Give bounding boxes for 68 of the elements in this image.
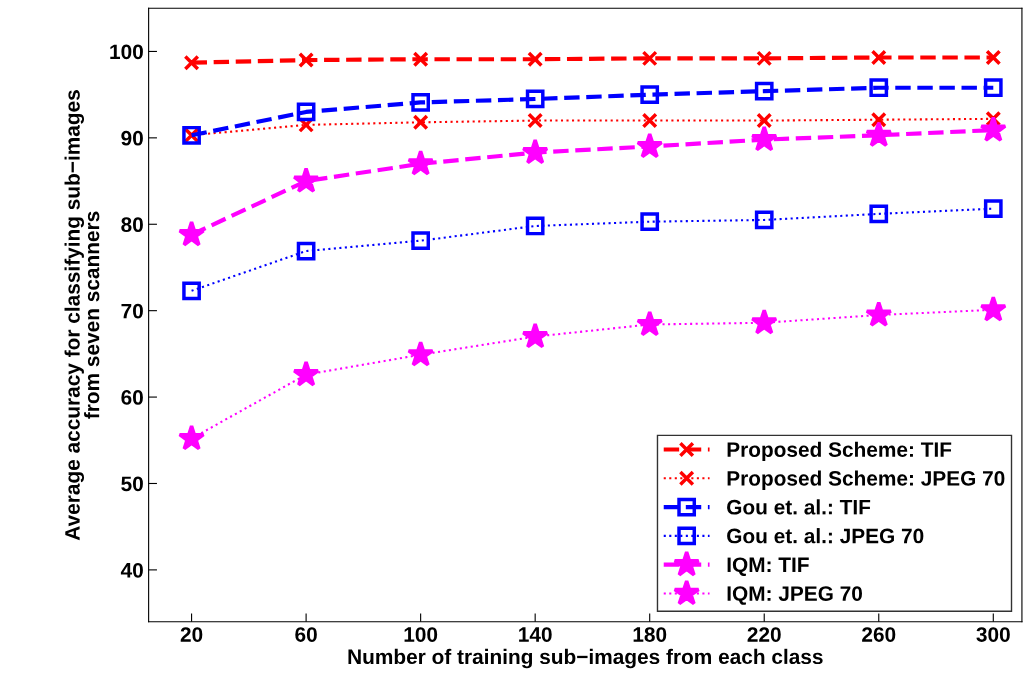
point	[983, 199, 1003, 219]
x-axis-title: Number of training sub−images from each class	[348, 648, 823, 669]
point	[640, 85, 660, 105]
point	[754, 81, 774, 101]
point	[177, 424, 206, 451]
point	[296, 241, 316, 261]
point	[177, 220, 206, 247]
x-tick-label: 220	[747, 627, 781, 642]
x-tick-label: 180	[633, 627, 667, 642]
point	[870, 111, 887, 128]
point	[865, 121, 893, 148]
point	[750, 308, 778, 335]
legend-label: IQM: JPEG 70	[727, 586, 862, 605]
legend-label: Gou et. al.: JPEG 70	[727, 528, 924, 544]
point	[640, 212, 660, 232]
point	[979, 295, 1007, 322]
point	[407, 149, 435, 176]
legend-label: IQM: TIF	[727, 557, 809, 577]
legend-label: Proposed Scheme: TIF	[727, 441, 952, 462]
x-tick-label: 260	[862, 627, 896, 642]
point	[182, 281, 201, 301]
point	[521, 322, 549, 349]
y-tick-label: 80	[121, 217, 143, 233]
y-tick-label: 50	[121, 476, 143, 492]
point	[985, 49, 1002, 66]
point	[412, 114, 429, 131]
point	[298, 52, 315, 69]
point	[521, 138, 549, 165]
y-tick-label: 40	[120, 562, 143, 578]
point	[985, 110, 1002, 127]
point	[525, 89, 545, 109]
point	[983, 78, 1003, 98]
legend-label: Proposed Scheme: JPEG 70	[727, 470, 1005, 490]
point	[411, 93, 431, 112]
point	[641, 50, 658, 67]
y-tick-label: 60	[121, 390, 143, 405]
y-tick-label: 70	[121, 303, 143, 319]
point	[636, 132, 664, 159]
x-tick-label: 60	[295, 627, 317, 642]
y-tick-label: 90	[121, 130, 143, 146]
y-axis-title: Average accuracy for classifying sub−images from seven scanners	[64, 90, 100, 541]
point	[756, 112, 773, 129]
point	[754, 210, 774, 230]
point	[527, 51, 544, 68]
legend-label: Gou et. al.: TIF	[727, 499, 871, 515]
x-tick-label: 20	[180, 627, 203, 642]
point	[183, 54, 200, 71]
point	[979, 115, 1007, 142]
x-tick-label: 100	[404, 627, 438, 642]
point	[412, 51, 429, 68]
point	[411, 231, 431, 251]
point	[296, 102, 316, 122]
x-tick-label: 140	[519, 627, 552, 642]
point	[750, 125, 778, 152]
point	[525, 216, 545, 236]
point	[756, 50, 773, 67]
point	[869, 204, 889, 224]
point	[527, 112, 544, 129]
point	[865, 300, 893, 327]
point	[870, 49, 887, 66]
point	[292, 360, 320, 387]
x-tick-label: 300	[976, 627, 1010, 642]
y-tick-label: 100	[110, 44, 143, 60]
point	[407, 340, 435, 367]
point	[292, 166, 320, 193]
point	[641, 112, 658, 129]
point	[636, 310, 664, 337]
point	[869, 78, 889, 98]
